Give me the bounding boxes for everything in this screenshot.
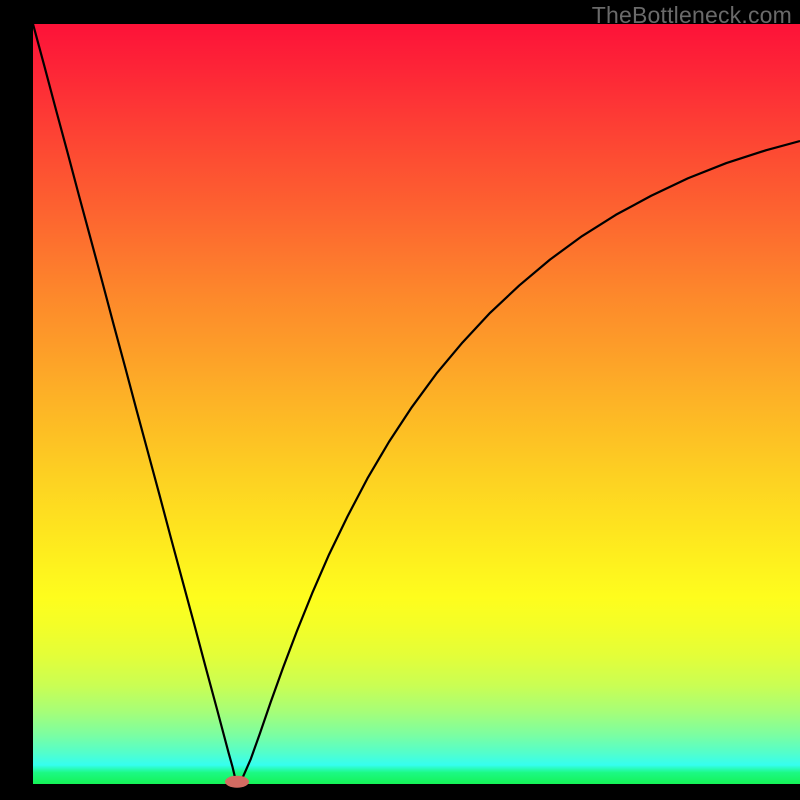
bottleneck-chart xyxy=(0,0,800,800)
minimum-marker xyxy=(225,776,249,788)
gradient-background xyxy=(33,24,800,784)
page-root: TheBottleneck.com xyxy=(0,0,800,800)
